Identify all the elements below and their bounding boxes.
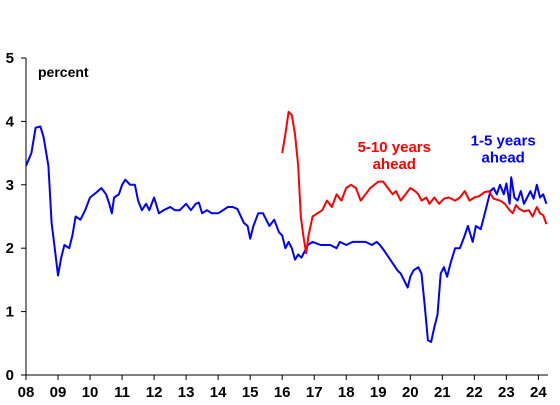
x-tick-label: 16 [274, 384, 291, 401]
x-tick-label: 12 [146, 384, 163, 401]
axes [25, 58, 548, 376]
unit-label: percent [38, 64, 89, 80]
x-axis-ticks: 08 09 10 11 12 13 14 15 16 17 18 19 20 21 22 23 24 [18, 375, 547, 401]
y-tick-label: 5 [6, 50, 14, 67]
series-annotation-line: 1-5 years [471, 132, 536, 149]
y-tick-label: 4 [6, 113, 15, 130]
x-tick-label: 18 [338, 384, 355, 401]
x-tick-label: 14 [210, 384, 227, 401]
series-annotation: 5-10 years ahead [358, 139, 431, 173]
x-tick-label: 13 [178, 384, 195, 401]
y-tick-label: 1 [6, 304, 14, 321]
x-tick-label: 23 [498, 384, 515, 401]
x-tick-label: 11 [114, 384, 130, 401]
series-line-5-10-years-ahead [281, 110, 548, 255]
x-tick-label: 20 [402, 384, 419, 401]
series-annotation: 1-5 years ahead [471, 132, 536, 166]
series-lines [25, 110, 548, 343]
x-tick-label: 09 [50, 384, 67, 401]
y-tick-label: 2 [6, 240, 14, 257]
series-annotation-line: 5-10 years [358, 139, 431, 156]
y-axis-ticks: 0 1 2 3 4 5 [6, 50, 26, 384]
series-line-1-5-years-ahead [25, 125, 548, 343]
y-tick-label: 0 [6, 367, 14, 384]
series-annotation-line: ahead [481, 149, 524, 166]
x-tick-label: 17 [306, 384, 323, 401]
x-tick-label: 08 [18, 384, 35, 401]
x-tick-label: 24 [530, 384, 547, 401]
series-annotation-line: ahead [373, 156, 416, 173]
x-tick-label: 15 [242, 384, 259, 401]
x-tick-label: 10 [82, 384, 99, 401]
y-tick-label: 3 [6, 177, 14, 194]
x-tick-label: 21 [434, 384, 451, 401]
x-tick-label: 22 [466, 384, 483, 401]
x-tick-label: 19 [370, 384, 387, 401]
